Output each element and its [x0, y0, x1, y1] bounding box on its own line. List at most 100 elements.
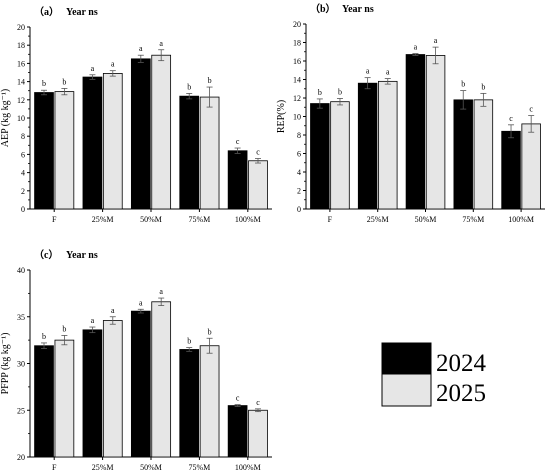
bar-a-2024 [179, 95, 200, 210]
x-tick-label-c: 50%M [140, 463, 162, 472]
significance-letter-c: b [62, 324, 66, 333]
legend-label-2024: 2024 [436, 350, 487, 377]
significance-letter-b: b [461, 80, 465, 89]
bar-c-2024 [227, 405, 248, 458]
bar-b-2025 [330, 101, 350, 210]
bar-a-2025 [248, 160, 268, 210]
panel-label-c: （c） [34, 248, 58, 261]
y-tick-label-c: 35 [17, 313, 25, 322]
legend-swatch-2025 [381, 373, 432, 407]
y-tick-label-b: 2 [297, 187, 301, 196]
significance-letter-a: a [159, 39, 163, 48]
bar-c-2025 [248, 409, 268, 458]
bar-b-2025 [378, 80, 398, 210]
y-axis-label-b: REP(%) [276, 100, 287, 133]
x-tick-label-b: 50%M [415, 215, 437, 224]
significance-letter-c: c [236, 394, 240, 403]
x-tick-label-a: 25%M [92, 215, 114, 224]
y-tick-label-a: 20 [17, 23, 25, 32]
x-tick-label-a: 75%M [189, 215, 211, 224]
significance-letter-c: b [187, 337, 191, 346]
y-tick-label-a: 16 [17, 59, 25, 68]
y-tick-label-a: 18 [17, 41, 25, 50]
y-tick-label-a: 14 [17, 78, 25, 87]
significance-letter-a: b [208, 76, 212, 85]
significance-letter-c: b [42, 332, 46, 341]
chart-panel-a: 0 2 4 6 8 10 12 14 16 18 20 AEP (kg kg⁻¹) （a） Year ns… [0, 5, 272, 224]
bar-a-2025 [102, 73, 123, 210]
x-tick-label-a: 50%M [140, 215, 162, 224]
bar-b-2025 [473, 99, 494, 210]
x-tick-label-b: F [328, 215, 333, 224]
y-tick-label-a: 8 [21, 132, 25, 141]
significance-letter-b: c [509, 114, 513, 123]
y-tick-label-c: 20 [17, 453, 25, 462]
bar-b-2024 [453, 99, 473, 210]
chart-panel-c: 20 25 30 35 40 PFPP (kg kg⁻¹) （c） Year ns Fb b 25%… [0, 248, 272, 472]
y-tick-label-a: 12 [17, 96, 25, 105]
y-tick-label-c: 30 [17, 360, 25, 369]
significance-letter-a: b [187, 82, 191, 91]
y-axis-label-a: AEP (kg kg⁻¹) [0, 89, 11, 147]
panel-label-b: （b） [310, 2, 336, 15]
y-tick-label-b: 14 [293, 76, 301, 85]
y-tick-label-c: 25 [17, 406, 25, 415]
bar-a-2024 [227, 150, 248, 210]
bar-c-2024 [179, 349, 200, 458]
legend-label-2025: 2025 [436, 380, 486, 407]
bar-c-2025 [199, 345, 220, 458]
significance-letter-a: a [111, 60, 115, 69]
significance-letter-a: c [256, 147, 260, 156]
bar-b-2024 [310, 103, 330, 210]
significance-letter-b: b [318, 88, 322, 97]
bar-b-2024 [357, 82, 378, 210]
y-tick-label-b: 10 [293, 113, 301, 122]
y-tick-label-b: 18 [293, 39, 301, 48]
significance-letter-c: c [256, 398, 260, 407]
bar-b-2025 [425, 55, 446, 210]
significance-letter-a: c [236, 137, 240, 146]
x-tick-label-a: F [52, 215, 57, 224]
panel-annotation-c: Year ns [66, 250, 98, 261]
x-tick-label-c: 75%M [189, 463, 211, 472]
y-tick-label-b: 8 [297, 131, 301, 140]
y-tick-label-b: 6 [297, 150, 301, 159]
y-tick-label-b: 20 [293, 20, 301, 29]
y-tick-label-c: 40 [17, 266, 25, 275]
y-tick-label-a: 0 [21, 205, 25, 214]
significance-letter-b: a [434, 36, 438, 45]
y-axis-label-c: PFPP (kg kg⁻¹) [0, 333, 11, 395]
bar-a-2024 [130, 58, 151, 210]
significance-letter-b: b [338, 87, 342, 96]
bar-a-2025 [151, 54, 172, 210]
y-tick-label-b: 16 [293, 57, 301, 66]
bar-b-2025 [521, 123, 541, 210]
significance-letter-c: a [159, 287, 163, 296]
panel-annotation-b: Year ns [342, 4, 374, 15]
significance-letter-c: a [91, 316, 95, 325]
significance-letter-b: c [529, 105, 533, 114]
legend: 2024 2025 [381, 342, 487, 407]
significance-letter-b: a [366, 67, 370, 76]
chart-panel-b: 0 2 4 6 8 10 12 14 16 18 20 REP(%) （b） Year ns Fb b 25%M… [276, 2, 545, 224]
bar-c-2025 [54, 339, 75, 458]
bar-c-2025 [102, 320, 123, 458]
significance-letter-a: a [139, 44, 143, 53]
x-tick-label-c: F [52, 463, 57, 472]
y-tick-label-b: 4 [297, 168, 301, 177]
significance-letter-c: a [139, 298, 143, 307]
significance-letter-b: b [481, 82, 485, 91]
x-tick-label-b: 25%M [367, 215, 389, 224]
significance-letter-a: b [62, 77, 66, 86]
significance-letter-c: a [111, 306, 115, 315]
bar-b-2024 [501, 130, 521, 210]
bar-a-2024 [34, 92, 54, 210]
y-tick-label-a: 4 [21, 169, 25, 178]
significance-letter-b: a [386, 68, 390, 77]
panel-annotation-a: Year ns [66, 7, 98, 18]
bar-c-2024 [130, 310, 151, 458]
bar-a-2025 [199, 96, 220, 210]
significance-letter-c: b [208, 327, 212, 336]
y-tick-label-a: 10 [17, 114, 25, 123]
